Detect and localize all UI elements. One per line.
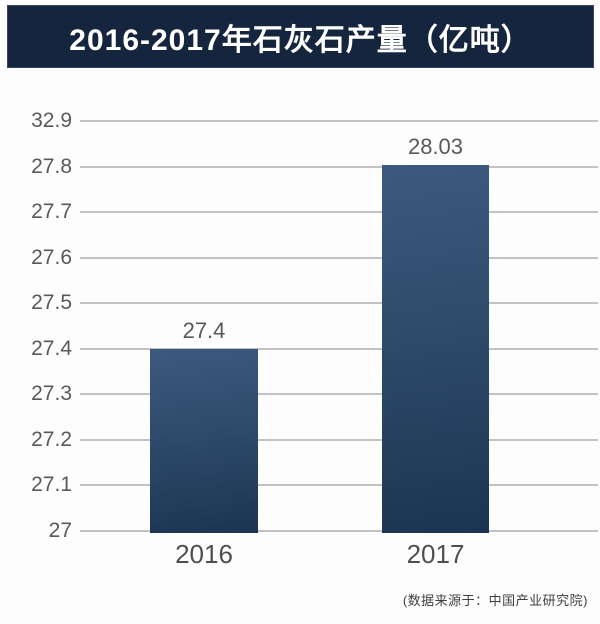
gridline (80, 484, 598, 487)
gridline (80, 302, 598, 305)
chart-title-banner: 2016-2017年石灰石产量（亿吨） (7, 5, 594, 68)
y-tick-label: 27.3 (31, 382, 72, 406)
bar-value-label: 27.4 (182, 317, 226, 343)
bar-2017 (382, 164, 489, 533)
y-tick-label: 27.1 (31, 473, 72, 497)
gridline (80, 530, 598, 532)
y-tick-label: 27.7 (31, 200, 72, 224)
gridline (80, 347, 598, 350)
data-source-note: (数据来源于：中国产业研究院) (402, 593, 588, 608)
bar-value-label: 28.03 (407, 133, 464, 159)
y-tick-label: 27 (48, 519, 72, 542)
gridline (80, 256, 598, 259)
chart-title: 2016-2017年石灰石产量（亿吨） (69, 23, 532, 57)
bar-chart: 32.9 27.8 27.7 27.6 27.5 27.4 27.3 27.2 27.1 27 27… (0, 68, 600, 578)
gridline (80, 438, 598, 441)
bar-2016 (150, 348, 258, 533)
y-tick-label: 27.6 (31, 245, 72, 269)
gridline (80, 165, 598, 168)
y-tick-label: 32.9 (31, 109, 72, 132)
gridline (80, 393, 598, 396)
gridline (80, 211, 598, 214)
y-tick-label: 27.4 (31, 336, 72, 360)
y-tick-label: 27.5 (31, 291, 72, 315)
y-tick-label: 27.2 (31, 427, 72, 451)
x-axis-label: 2017 (406, 539, 465, 569)
gridline (80, 120, 598, 122)
y-tick-label: 27.8 (31, 154, 72, 178)
x-axis-label: 2016 (175, 539, 233, 569)
